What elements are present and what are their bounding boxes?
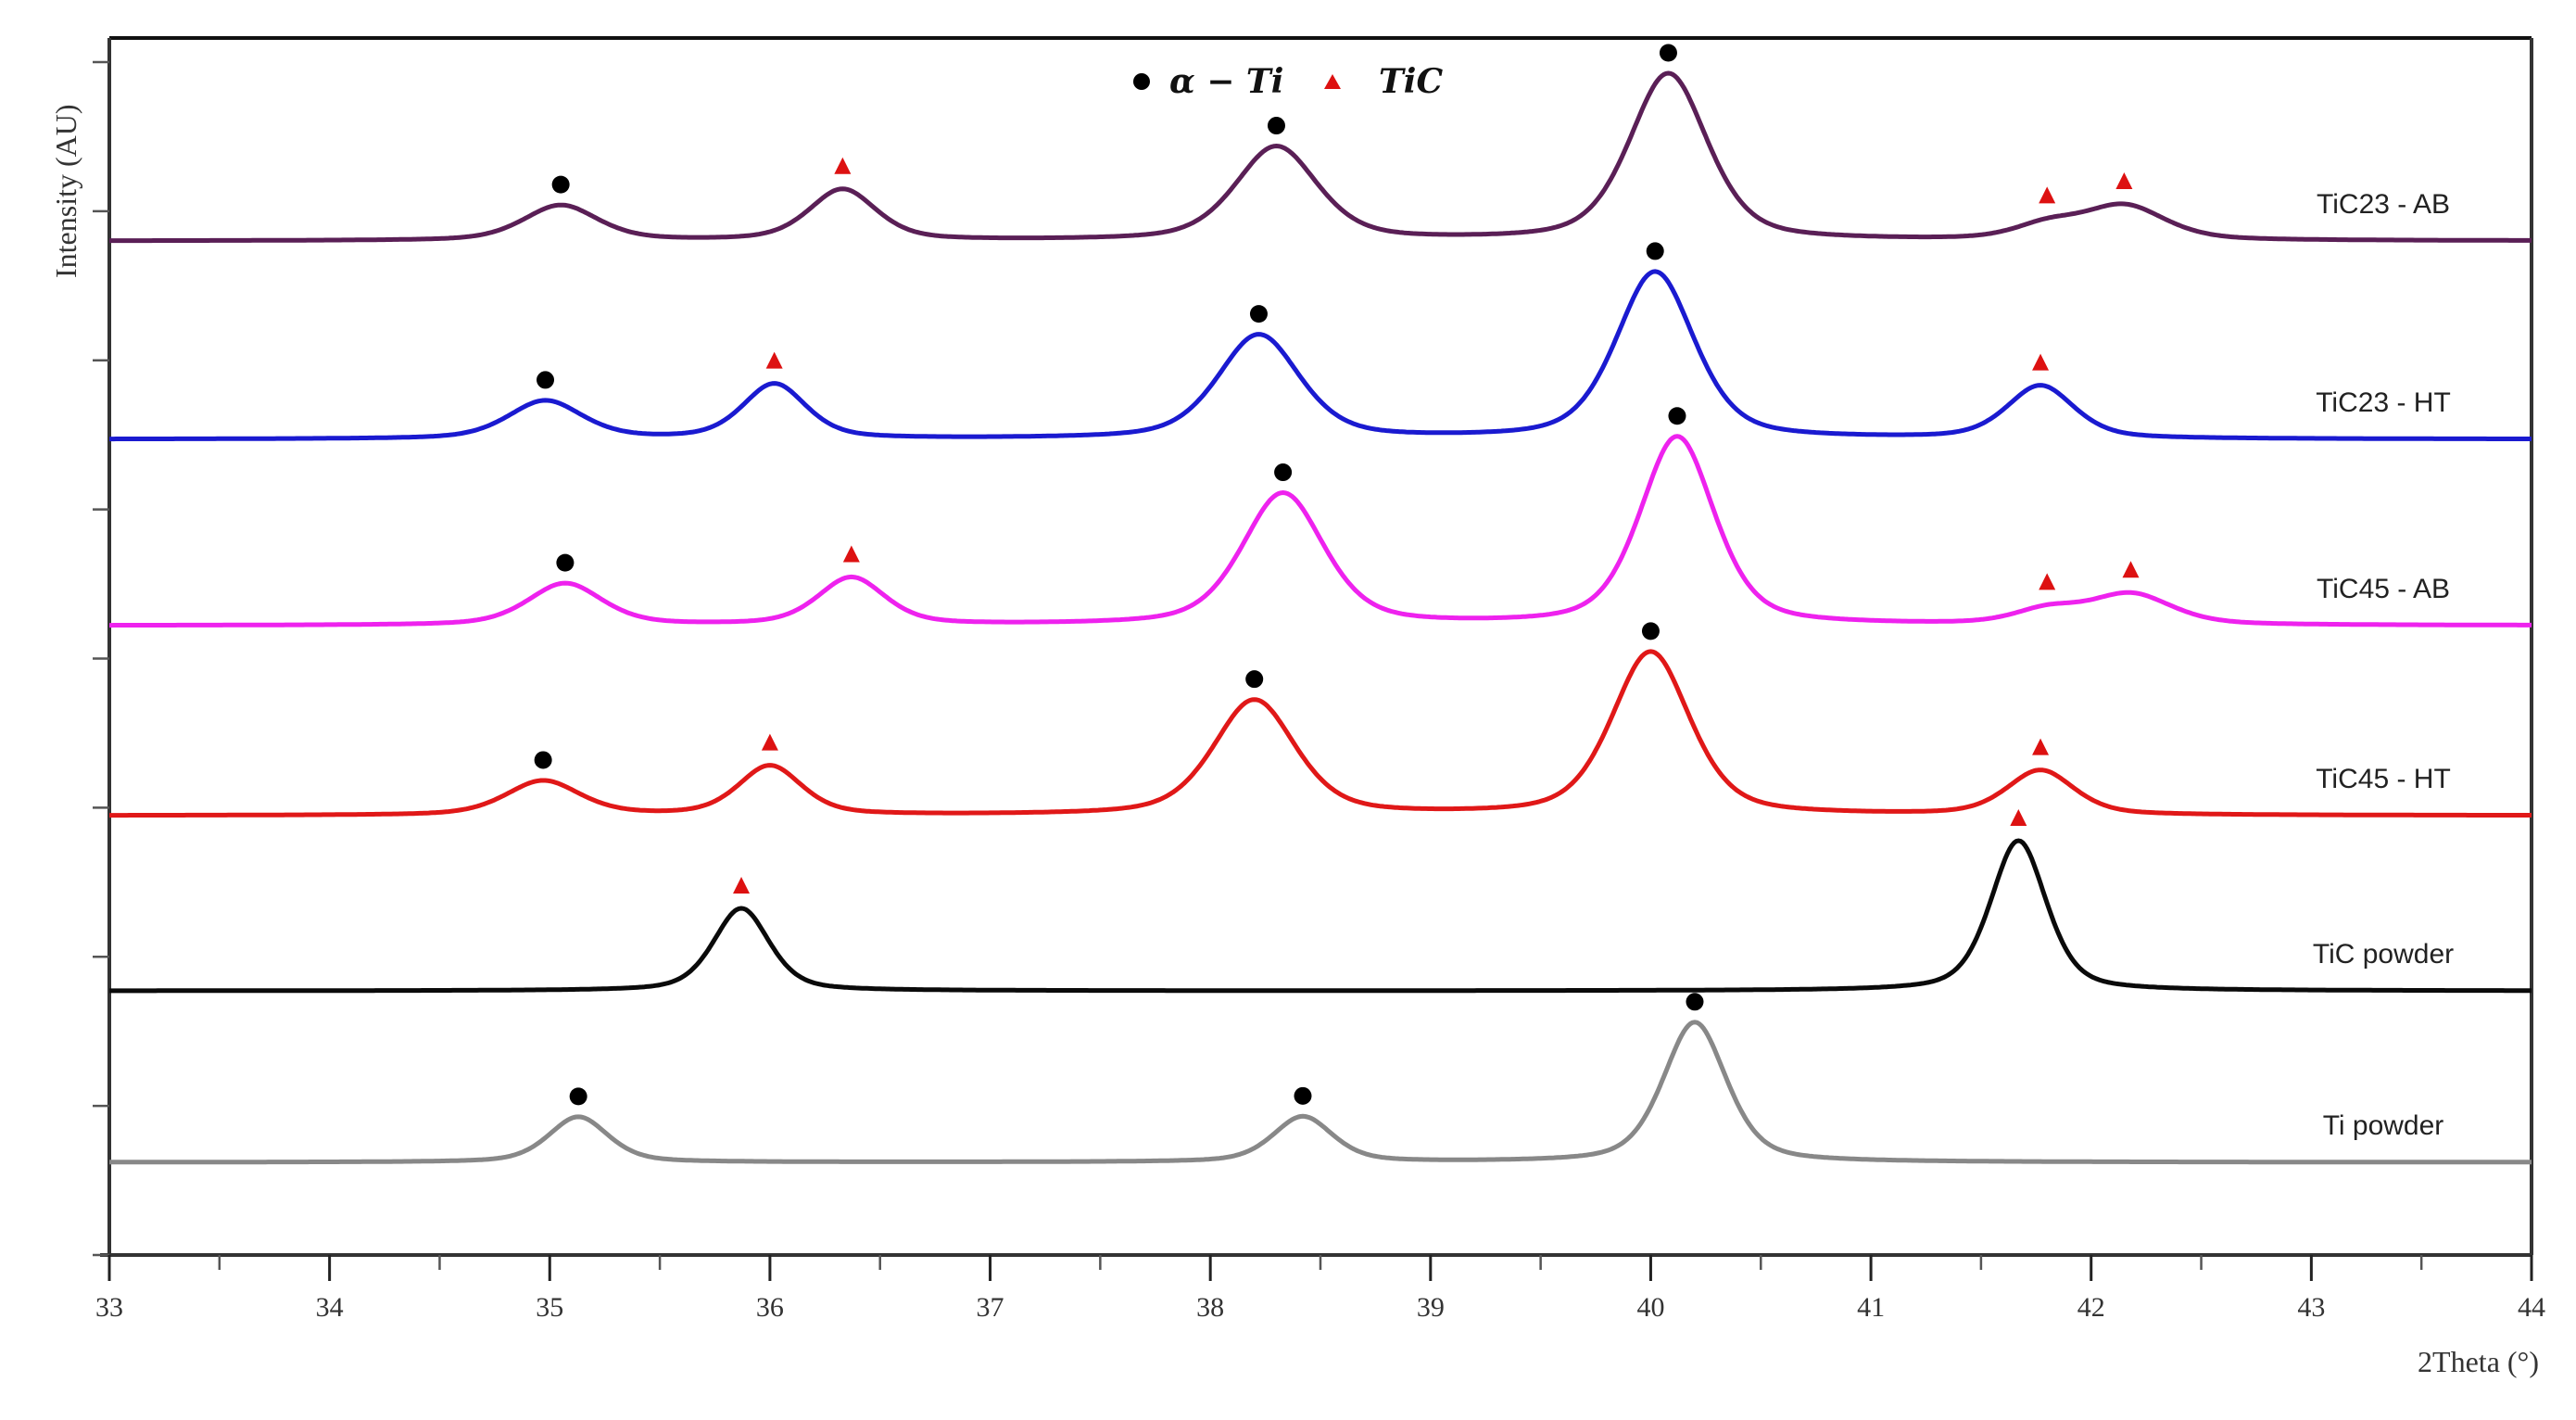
alpha-ti-marker-icon bbox=[537, 371, 555, 389]
tic-marker-icon bbox=[2032, 353, 2050, 371]
series-line-5 bbox=[108, 1020, 2532, 1165]
alpha-ti-marker-icon bbox=[1267, 117, 1285, 135]
alpha-ti-marker-icon bbox=[1245, 670, 1264, 689]
tic-marker-icon bbox=[834, 157, 852, 174]
alpha-ti-marker-icon bbox=[1668, 407, 1686, 425]
tic-marker-icon bbox=[2122, 561, 2140, 578]
tic-marker-icon bbox=[765, 351, 783, 369]
x-tick-label: 41 bbox=[1857, 1292, 1885, 1323]
x-tick-label: 39 bbox=[1417, 1292, 1445, 1323]
tic-marker-icon bbox=[2115, 171, 2133, 189]
series-line-4 bbox=[108, 838, 2532, 994]
alpha-ti-marker-icon bbox=[1686, 993, 1704, 1011]
x-tick-label: 43 bbox=[2297, 1292, 2325, 1323]
series-line-3 bbox=[108, 649, 2532, 818]
x-tick-label: 36 bbox=[756, 1292, 784, 1323]
series-label: TiC45 - HT bbox=[2316, 764, 2451, 794]
x-tick-label: 44 bbox=[2518, 1292, 2545, 1323]
x-tick-label: 34 bbox=[316, 1292, 344, 1323]
series-line-0 bbox=[108, 70, 2532, 244]
series-line-2 bbox=[108, 434, 2532, 628]
alpha-ti-marker-icon bbox=[1249, 305, 1268, 323]
alpha-ti-marker-icon bbox=[1274, 463, 1293, 482]
x-axis-title: 2Theta (°) bbox=[2418, 1345, 2539, 1378]
tic-marker-icon bbox=[1324, 74, 1341, 89]
x-tick-label: 42 bbox=[2077, 1292, 2105, 1323]
y-axis-title: Intensity (AU) bbox=[49, 104, 82, 278]
alpha-ti-marker-icon bbox=[1641, 622, 1660, 640]
alpha-ti-marker-icon bbox=[1659, 44, 1677, 62]
alpha-ti-marker-icon bbox=[1133, 73, 1150, 90]
x-tick-label: 35 bbox=[536, 1292, 563, 1323]
peak-markers bbox=[534, 44, 2140, 1106]
tic-marker-icon bbox=[2039, 186, 2056, 204]
legend: α − Ti TiC bbox=[1133, 62, 1443, 101]
alpha-ti-marker-icon bbox=[556, 553, 575, 572]
series-group bbox=[108, 70, 2532, 1165]
tic-marker-icon bbox=[2039, 573, 2056, 590]
x-tick-label: 33 bbox=[95, 1292, 123, 1323]
alpha-ti-marker-icon bbox=[569, 1087, 587, 1106]
y-axis-ticks bbox=[93, 60, 109, 1257]
tic-marker-icon bbox=[842, 545, 860, 563]
alpha-ti-marker-icon bbox=[1646, 242, 1664, 260]
series-label: TiC23 - AB bbox=[2317, 189, 2450, 220]
tic-marker-icon bbox=[2010, 808, 2027, 826]
tic-marker-icon bbox=[733, 876, 751, 894]
x-tick-label: 40 bbox=[1636, 1292, 1664, 1323]
legend-tic: TiC bbox=[1379, 62, 1443, 101]
series-label: TiC powder bbox=[2313, 939, 2454, 970]
x-axis-ticks: 33 34 35 36 37 38 39 40 41 42 43 44 bbox=[95, 1255, 2545, 1323]
series-label: TiC23 - HT bbox=[2316, 387, 2451, 418]
series-label: Ti powder bbox=[2323, 1110, 2444, 1141]
series-labels: TiC23 - AB TiC23 - HT TiC45 - AB TiC45 - HT… bbox=[2313, 189, 2454, 1141]
series-line-1 bbox=[108, 269, 2532, 442]
tic-marker-icon bbox=[2032, 738, 2050, 755]
tic-marker-icon bbox=[761, 733, 778, 751]
alpha-ti-marker-icon bbox=[534, 751, 552, 769]
x-tick-label: 37 bbox=[977, 1292, 1004, 1323]
series-label: TiC45 - AB bbox=[2317, 574, 2450, 604]
alpha-ti-marker-icon bbox=[1294, 1086, 1312, 1105]
alpha-ti-marker-icon bbox=[551, 175, 570, 194]
x-tick-label: 38 bbox=[1196, 1292, 1224, 1323]
legend-alpha-ti: α − Ti bbox=[1169, 62, 1283, 101]
